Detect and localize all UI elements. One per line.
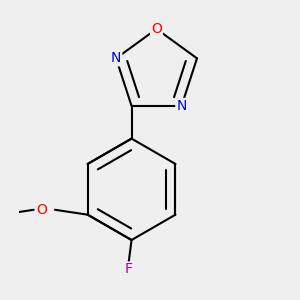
Text: F: F	[124, 262, 133, 277]
Text: O: O	[151, 22, 162, 36]
Text: N: N	[176, 99, 187, 113]
Text: O: O	[36, 203, 47, 217]
Text: N: N	[111, 51, 121, 65]
